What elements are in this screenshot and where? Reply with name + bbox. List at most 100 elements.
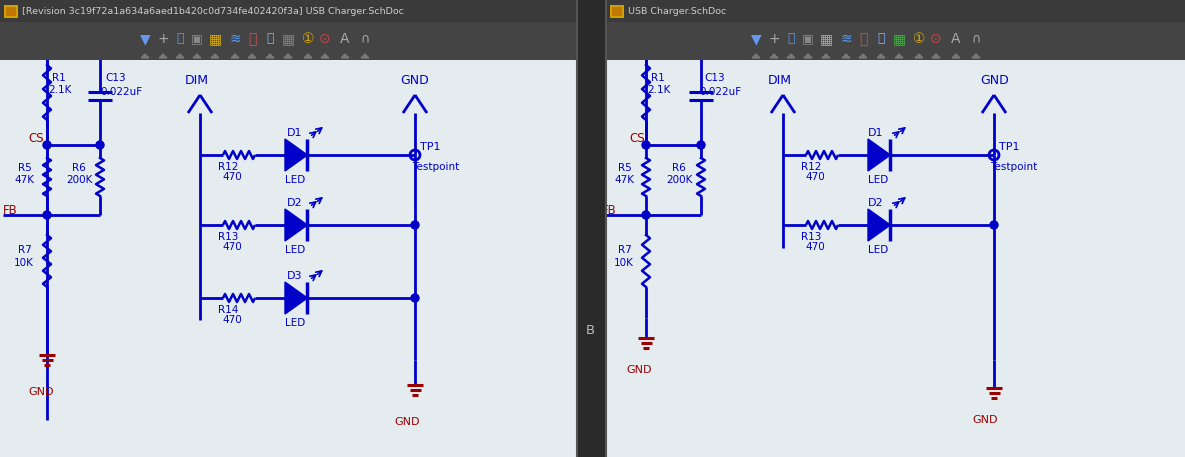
- Bar: [0, 60, 577, 457]
- Polygon shape: [752, 54, 760, 58]
- Bar: [611, 7, 622, 16]
- Polygon shape: [859, 54, 867, 58]
- Text: VOUT: VOUT: [1, 28, 33, 42]
- Text: R1: R1: [651, 73, 665, 83]
- Text: DIM: DIM: [185, 74, 209, 86]
- Polygon shape: [159, 54, 167, 58]
- Text: 200K: 200K: [66, 175, 92, 185]
- Text: TP1: TP1: [419, 142, 441, 152]
- Text: LED: LED: [286, 318, 306, 328]
- Polygon shape: [822, 54, 830, 58]
- Text: TP1: TP1: [999, 142, 1019, 152]
- Polygon shape: [265, 54, 274, 58]
- Text: R7: R7: [18, 245, 32, 255]
- Text: ⏚: ⏚: [859, 32, 867, 46]
- Text: A: A: [952, 32, 961, 46]
- Text: FB: FB: [4, 203, 18, 217]
- Polygon shape: [321, 54, 329, 58]
- Polygon shape: [843, 54, 850, 58]
- Text: D2: D2: [287, 198, 302, 208]
- Text: 47K: 47K: [614, 175, 634, 185]
- Polygon shape: [952, 54, 960, 58]
- Polygon shape: [211, 54, 219, 58]
- Text: D3: D3: [287, 271, 302, 281]
- Polygon shape: [286, 139, 307, 171]
- Text: D1: D1: [287, 128, 302, 138]
- Text: 470: 470: [222, 315, 242, 325]
- Polygon shape: [867, 209, 890, 241]
- Text: ≋: ≋: [229, 32, 241, 46]
- Text: R5: R5: [619, 163, 632, 173]
- Text: R7: R7: [619, 245, 632, 255]
- Text: A: A: [340, 32, 350, 46]
- Text: CS: CS: [629, 132, 645, 144]
- Text: [Revision 3c19f72a1a634a6aed1b420c0d734fe402420f3a] USB Charger.SchDoc: [Revision 3c19f72a1a634a6aed1b420c0d734f…: [23, 6, 404, 16]
- Text: GND: GND: [626, 365, 652, 375]
- Text: R12: R12: [218, 162, 238, 172]
- Text: R13: R13: [801, 232, 821, 242]
- Text: ⊙: ⊙: [319, 32, 331, 46]
- Polygon shape: [341, 54, 350, 58]
- Polygon shape: [787, 54, 795, 58]
- Text: ▦: ▦: [209, 32, 222, 46]
- Text: LED: LED: [867, 245, 889, 255]
- Bar: [0, 0, 577, 22]
- Text: D1: D1: [867, 128, 884, 138]
- Text: Testpoint: Testpoint: [989, 162, 1037, 172]
- Polygon shape: [141, 54, 149, 58]
- Text: ⬜: ⬜: [177, 32, 184, 46]
- Bar: [606, 60, 1185, 457]
- Text: 2.1K: 2.1K: [49, 85, 71, 95]
- Text: GND: GND: [28, 387, 53, 397]
- Text: ▦: ▦: [820, 32, 833, 46]
- Polygon shape: [361, 54, 369, 58]
- Polygon shape: [177, 54, 184, 58]
- Text: 470: 470: [805, 242, 825, 252]
- Text: ⊙: ⊙: [930, 32, 942, 46]
- Text: 2.1K: 2.1K: [647, 85, 671, 95]
- Bar: [4, 5, 18, 18]
- Circle shape: [43, 211, 51, 219]
- Text: GND: GND: [980, 74, 1008, 86]
- Circle shape: [989, 221, 998, 229]
- Circle shape: [642, 211, 651, 219]
- Circle shape: [43, 141, 51, 149]
- Polygon shape: [248, 54, 256, 58]
- Text: +: +: [768, 32, 780, 46]
- Bar: [0, 22, 577, 60]
- Text: ▼: ▼: [750, 32, 761, 46]
- Text: R12: R12: [801, 162, 821, 172]
- Text: D2: D2: [867, 198, 884, 208]
- Circle shape: [96, 141, 104, 149]
- Polygon shape: [770, 54, 779, 58]
- Bar: [606, 0, 1185, 22]
- Text: C13: C13: [105, 73, 126, 83]
- Bar: [6, 7, 17, 16]
- Text: ⬜: ⬜: [787, 32, 795, 46]
- Text: Testpoint: Testpoint: [412, 162, 460, 172]
- Text: 47K: 47K: [14, 175, 34, 185]
- Circle shape: [697, 141, 705, 149]
- Text: R13: R13: [218, 232, 238, 242]
- Text: LED: LED: [286, 245, 306, 255]
- Text: 10K: 10K: [14, 258, 34, 268]
- Text: 470: 470: [222, 242, 242, 252]
- Text: R5: R5: [18, 163, 32, 173]
- Text: +: +: [158, 32, 168, 46]
- Text: DIM: DIM: [768, 74, 792, 86]
- Circle shape: [411, 221, 419, 229]
- Text: ≋: ≋: [840, 32, 852, 46]
- Polygon shape: [284, 54, 292, 58]
- Polygon shape: [972, 54, 980, 58]
- Text: ①: ①: [912, 32, 925, 46]
- Bar: [610, 5, 624, 18]
- Text: ▦: ▦: [892, 32, 905, 46]
- Text: GND: GND: [393, 417, 419, 427]
- Text: C13: C13: [704, 73, 724, 83]
- Text: ∩: ∩: [360, 32, 370, 46]
- Text: 200K: 200K: [666, 175, 692, 185]
- Bar: [606, 22, 1185, 60]
- Polygon shape: [286, 209, 307, 241]
- Text: CS: CS: [28, 132, 44, 144]
- Text: 470: 470: [805, 172, 825, 182]
